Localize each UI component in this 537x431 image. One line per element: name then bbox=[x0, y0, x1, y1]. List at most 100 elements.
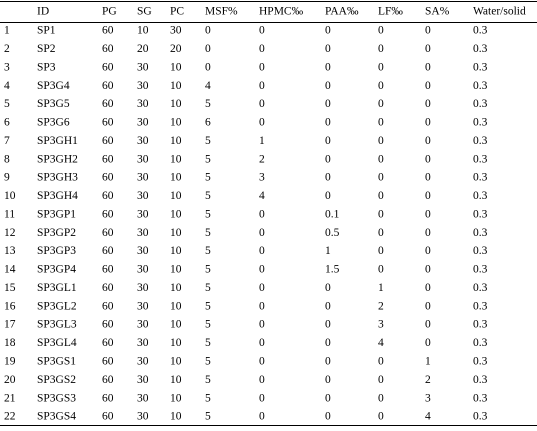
cell: 10 bbox=[170, 337, 182, 349]
cell: 0 bbox=[378, 61, 384, 73]
cell: 30 bbox=[137, 190, 149, 202]
cell: 30 bbox=[137, 392, 149, 404]
cell: 0 bbox=[425, 190, 431, 202]
cell: 0 bbox=[425, 300, 431, 312]
cell: SP3GS2 bbox=[37, 374, 76, 386]
cell: 5 bbox=[205, 337, 211, 349]
cell: 0 bbox=[378, 355, 384, 367]
cell: 0 bbox=[378, 208, 384, 220]
cell: 0.3 bbox=[473, 282, 488, 294]
cell: 10 bbox=[170, 172, 182, 184]
cell: 10 bbox=[170, 208, 182, 220]
cell: 10 bbox=[170, 153, 182, 165]
cell: 60 bbox=[102, 337, 114, 349]
cell: 2 bbox=[259, 153, 265, 165]
cell: 0 bbox=[425, 208, 431, 220]
cell: 5 bbox=[205, 355, 211, 367]
cell: 6 bbox=[205, 117, 211, 129]
cell: 10 bbox=[170, 117, 182, 129]
cell: 0 bbox=[259, 264, 265, 276]
cell: 10 bbox=[170, 61, 182, 73]
cell: 0 bbox=[378, 411, 384, 423]
cell: SP3 bbox=[37, 61, 56, 73]
cell: 0 bbox=[325, 117, 331, 129]
row-index: 17 bbox=[4, 319, 16, 331]
cell: 4 bbox=[378, 337, 384, 349]
header-cell: SG bbox=[137, 6, 152, 18]
row-index: 10 bbox=[4, 190, 16, 202]
cell: SP3GP3 bbox=[37, 245, 76, 257]
cell: 60 bbox=[102, 208, 114, 220]
cell: 0 bbox=[378, 80, 384, 92]
cell: 2 bbox=[378, 300, 384, 312]
cell: 1 bbox=[425, 355, 431, 367]
cell: 10 bbox=[170, 282, 182, 294]
cell: 10 bbox=[170, 80, 182, 92]
cell: 30 bbox=[137, 337, 149, 349]
cell: 5 bbox=[205, 153, 211, 165]
cell: 5 bbox=[205, 374, 211, 386]
cell: 1 bbox=[325, 245, 331, 257]
cell: 0 bbox=[259, 337, 265, 349]
cell: 5 bbox=[205, 190, 211, 202]
cell: 10 bbox=[170, 190, 182, 202]
cell: 60 bbox=[102, 392, 114, 404]
cell: 0 bbox=[425, 98, 431, 110]
cell: 0.3 bbox=[473, 117, 488, 129]
cell: 4 bbox=[425, 411, 431, 423]
cell: 0 bbox=[425, 172, 431, 184]
cell: SP3GS3 bbox=[37, 392, 76, 404]
cell: 0 bbox=[325, 172, 331, 184]
cell: 5 bbox=[205, 264, 211, 276]
row-index: 5 bbox=[4, 98, 10, 110]
cell: 60 bbox=[102, 25, 114, 37]
cell: 0 bbox=[425, 227, 431, 239]
cell: 5 bbox=[205, 208, 211, 220]
cell: 30 bbox=[137, 411, 149, 423]
cell: 30 bbox=[137, 135, 149, 147]
cell: 30 bbox=[137, 98, 149, 110]
cell: 0 bbox=[378, 392, 384, 404]
cell: 0 bbox=[325, 411, 331, 423]
cell: 60 bbox=[102, 43, 114, 55]
cell: 0 bbox=[325, 153, 331, 165]
cell: 0 bbox=[325, 190, 331, 202]
cell: 10 bbox=[170, 264, 182, 276]
cell: SP3GL2 bbox=[37, 300, 77, 312]
cell: 0 bbox=[205, 61, 211, 73]
cell: SP3GS4 bbox=[37, 411, 76, 423]
cell: SP3GH3 bbox=[37, 172, 78, 184]
cell: 3 bbox=[259, 172, 265, 184]
header-cell: PC bbox=[170, 6, 184, 18]
cell: SP2 bbox=[37, 43, 56, 55]
cell: 0 bbox=[259, 300, 265, 312]
cell: 0.3 bbox=[473, 43, 488, 55]
cell: 0 bbox=[378, 117, 384, 129]
cell: 10 bbox=[170, 227, 182, 239]
header-cell: HPMC‰ bbox=[259, 6, 304, 18]
header-cell: PG bbox=[102, 6, 117, 18]
cell: SP3GL4 bbox=[37, 337, 77, 349]
cell: 30 bbox=[170, 25, 182, 37]
cell: 1 bbox=[378, 282, 384, 294]
cell: 30 bbox=[137, 227, 149, 239]
cell: 60 bbox=[102, 282, 114, 294]
cell: 0 bbox=[425, 245, 431, 257]
cell: 0 bbox=[425, 117, 431, 129]
cell: 0.3 bbox=[473, 245, 488, 257]
cell: 0 bbox=[378, 374, 384, 386]
cell: 0.3 bbox=[473, 392, 488, 404]
header-cell: LF‰ bbox=[378, 6, 403, 18]
cell: 30 bbox=[137, 208, 149, 220]
cell: 30 bbox=[137, 282, 149, 294]
cell: 10 bbox=[170, 392, 182, 404]
cell: SP3G4 bbox=[37, 80, 70, 92]
cell: 0 bbox=[378, 135, 384, 147]
cell: 30 bbox=[137, 355, 149, 367]
cell: 0.3 bbox=[473, 374, 488, 386]
cell: 60 bbox=[102, 153, 114, 165]
cell: 0 bbox=[425, 25, 431, 37]
cell: 0 bbox=[259, 43, 265, 55]
cell: 0 bbox=[259, 80, 265, 92]
cell: 0 bbox=[205, 43, 211, 55]
